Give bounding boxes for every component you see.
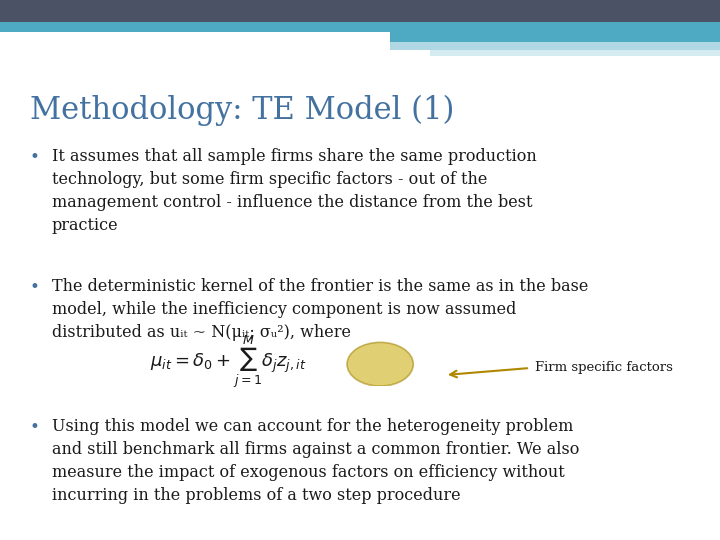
Bar [430, 50, 720, 56]
Bar [0, 0, 720, 22]
Text: •: • [30, 148, 40, 166]
Bar [390, 42, 720, 50]
Text: It assumes that all sample firms share the same production
technology, but some : It assumes that all sample firms share t… [52, 148, 536, 233]
Ellipse shape [347, 342, 413, 386]
Text: Firm specific factors: Firm specific factors [535, 361, 673, 375]
Text: •: • [30, 418, 40, 436]
Bar [0, 22, 720, 32]
Text: The deterministic kernel of the frontier is the same as in the base
model, while: The deterministic kernel of the frontier… [52, 278, 588, 341]
Text: Methodology: TE Model (1): Methodology: TE Model (1) [30, 95, 454, 126]
Text: •: • [30, 278, 40, 296]
Text: Using this model we can account for the heterogeneity problem
and still benchmar: Using this model we can account for the … [52, 418, 580, 503]
Text: $\mu_{it} = \delta_0 + \sum_{j=1}^{M} \delta_j z_{j,it}$: $\mu_{it} = \delta_0 + \sum_{j=1}^{M} \d… [150, 333, 306, 390]
Bar [390, 32, 720, 42]
